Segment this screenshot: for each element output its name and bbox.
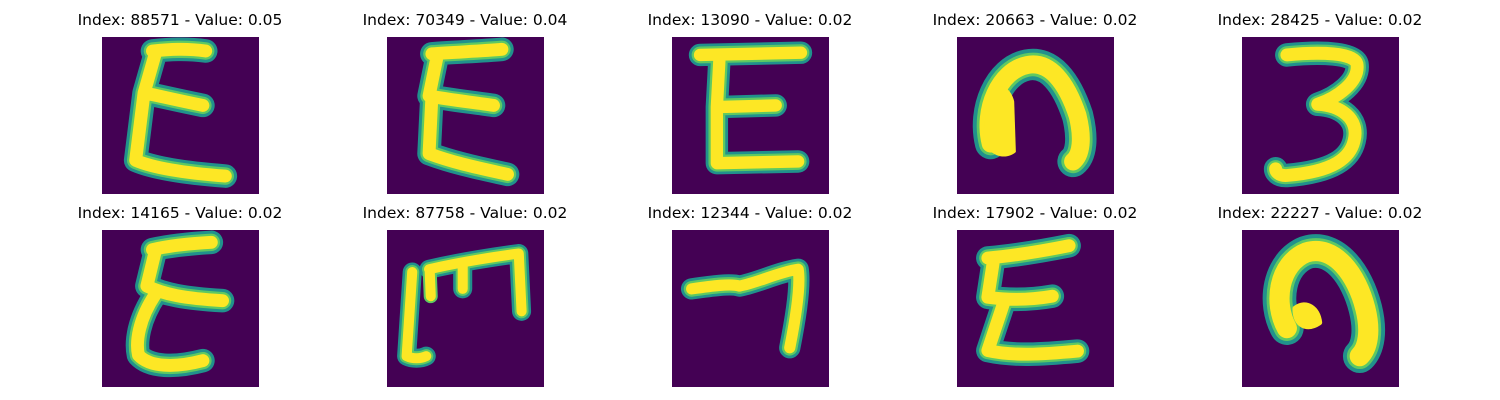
panel: Index: 12344 - Value: 0.02 [620,201,880,391]
panel-title: Index: 13090 - Value: 0.02 [647,11,853,29]
panel: Index: 20663 - Value: 0.02 [905,8,1165,198]
digit-image [672,230,829,387]
panel: Index: 28425 - Value: 0.02 [1190,8,1450,198]
panel-title: Index: 14165 - Value: 0.02 [77,204,283,222]
panel: Index: 22227 - Value: 0.02 [1190,201,1450,391]
panel-title: Index: 88571 - Value: 0.05 [77,11,283,29]
panel: Index: 14165 - Value: 0.02 [50,201,310,391]
digit-image [957,37,1114,194]
panel: Index: 87758 - Value: 0.02 [335,201,595,391]
panel: Index: 70349 - Value: 0.04 [335,8,595,198]
digit-image [672,37,829,194]
panel-title: Index: 28425 - Value: 0.02 [1217,11,1423,29]
panel-title: Index: 12344 - Value: 0.02 [647,204,853,222]
digit-image [1242,230,1399,387]
digit-image [387,37,544,194]
panel: Index: 17902 - Value: 0.02 [905,201,1165,391]
digit-image [957,230,1114,387]
panel-title: Index: 20663 - Value: 0.02 [932,11,1138,29]
panel-title: Index: 22227 - Value: 0.02 [1217,204,1423,222]
panel-title: Index: 17902 - Value: 0.02 [932,204,1138,222]
panel-title: Index: 70349 - Value: 0.04 [362,11,568,29]
panel: Index: 13090 - Value: 0.02 [620,8,880,198]
digit-image [1242,37,1399,194]
digit-image [102,230,259,387]
panel: Index: 88571 - Value: 0.05 [50,8,310,198]
digit-image [387,230,544,387]
digit-image [102,37,259,194]
panel-title: Index: 87758 - Value: 0.02 [362,204,568,222]
